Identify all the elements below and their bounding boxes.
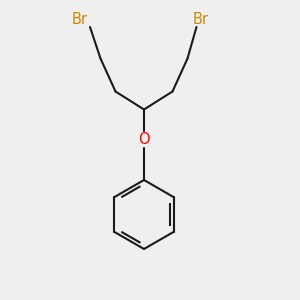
Text: O: O	[138, 132, 150, 147]
Text: Br: Br	[71, 12, 88, 27]
Text: Br: Br	[193, 12, 209, 27]
